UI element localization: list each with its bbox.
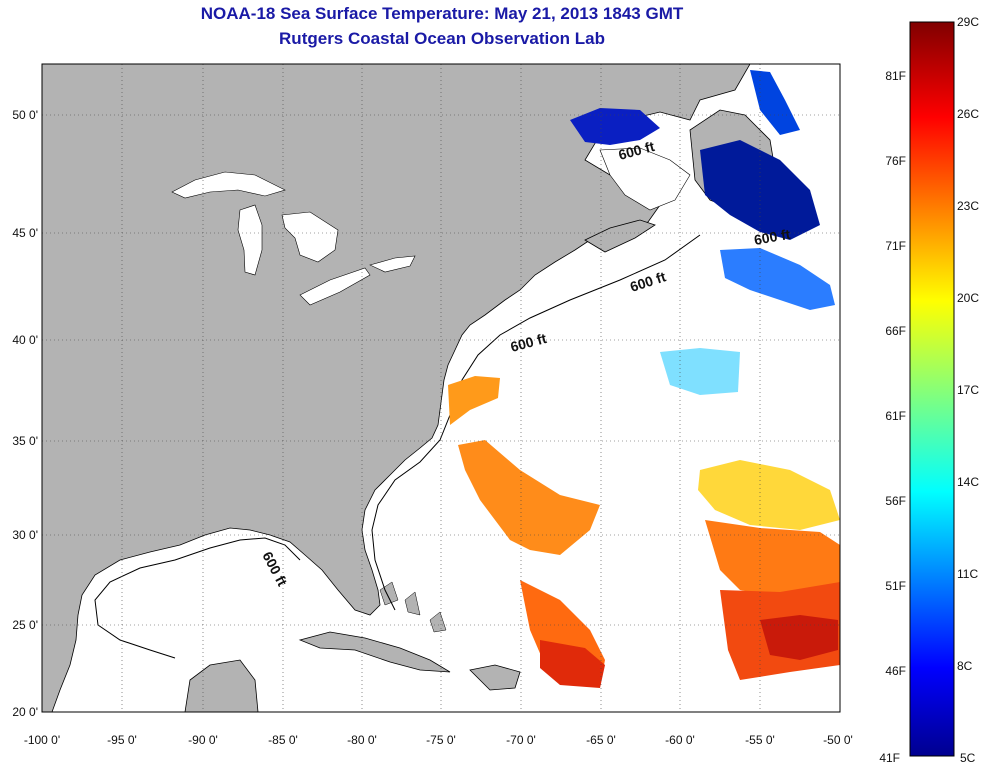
celsius-label: 11C xyxy=(957,567,978,581)
lon-tick: -100 0' xyxy=(24,733,60,747)
lat-tick: 45 0' xyxy=(12,226,38,240)
fahrenheit-label: 61F xyxy=(885,409,906,423)
great-lake-erie xyxy=(299,267,371,306)
lon-axis: -100 0' -95 0' -90 0' -85 0' -80 0' -75 … xyxy=(24,733,853,747)
land-nova-scotia xyxy=(584,219,656,253)
great-lake-michigan xyxy=(237,204,263,276)
lon-tick: -85 0' xyxy=(268,733,298,747)
lat-axis: 50 0' 45 0' 40 0' 35 0' 30 0' 25 0' 20 0… xyxy=(12,108,38,719)
map-frame xyxy=(41,63,841,713)
colorbar xyxy=(909,21,955,757)
contour-label-2: 600 ft xyxy=(753,226,792,248)
lon-tick: -55 0' xyxy=(745,733,775,747)
celsius-label: 23C xyxy=(957,199,979,213)
gulf-st-lawrence xyxy=(599,147,691,211)
land-hispaniola xyxy=(469,664,521,691)
lon-tick: -90 0' xyxy=(188,733,218,747)
fahrenheit-label: 46F xyxy=(885,664,906,678)
great-lake-superior xyxy=(171,171,286,199)
map-subtitle: Rutgers Coastal Ocean Observation Lab xyxy=(279,29,605,48)
land-cuba xyxy=(298,631,451,673)
map-grid xyxy=(42,64,840,712)
fahrenheit-label: 76F xyxy=(885,154,906,168)
fahrenheit-label: 66F xyxy=(885,324,906,338)
fahrenheit-label: 56F xyxy=(885,494,906,508)
celsius-label: 20C xyxy=(957,291,979,305)
celsius-label: 5C xyxy=(960,751,976,765)
map-title: NOAA-18 Sea Surface Temperature: May 21,… xyxy=(200,4,684,23)
lon-tick: -65 0' xyxy=(586,733,616,747)
lat-tick: 25 0' xyxy=(12,618,38,632)
celsius-label: 8C xyxy=(957,659,973,673)
celsius-label: 14C xyxy=(957,475,979,489)
colorbar-celsius-labels: 29C 26C 23C 20C 17C 14C 11C 8C 5C xyxy=(957,15,979,765)
bahamas-islands xyxy=(379,581,447,633)
lon-tick: -80 0' xyxy=(347,733,377,747)
lon-tick: -70 0' xyxy=(506,733,536,747)
lon-tick: -95 0' xyxy=(107,733,137,747)
colorbar-fahrenheit-labels: 81F 76F 71F 66F 61F 56F 51F 46F 41F xyxy=(879,69,906,765)
lat-tick: 50 0' xyxy=(12,108,38,122)
fahrenheit-label: 81F xyxy=(885,69,906,83)
fahrenheit-label: 41F xyxy=(879,751,900,765)
lon-tick: -75 0' xyxy=(426,733,456,747)
celsius-label: 29C xyxy=(957,15,979,29)
lat-tick: 30 0' xyxy=(12,528,38,542)
celsius-label: 26C xyxy=(957,107,979,121)
lat-tick: 20 0' xyxy=(12,705,38,719)
great-lake-ontario xyxy=(369,255,416,273)
great-lake-huron xyxy=(281,211,339,263)
fahrenheit-label: 51F xyxy=(885,579,906,593)
lat-tick: 35 0' xyxy=(12,434,38,448)
lon-tick: -60 0' xyxy=(665,733,695,747)
sst-data-layer xyxy=(448,70,840,688)
celsius-label: 17C xyxy=(957,383,979,397)
lon-tick: -50 0' xyxy=(823,733,853,747)
fahrenheit-label: 71F xyxy=(885,239,906,253)
lat-tick: 40 0' xyxy=(12,333,38,347)
